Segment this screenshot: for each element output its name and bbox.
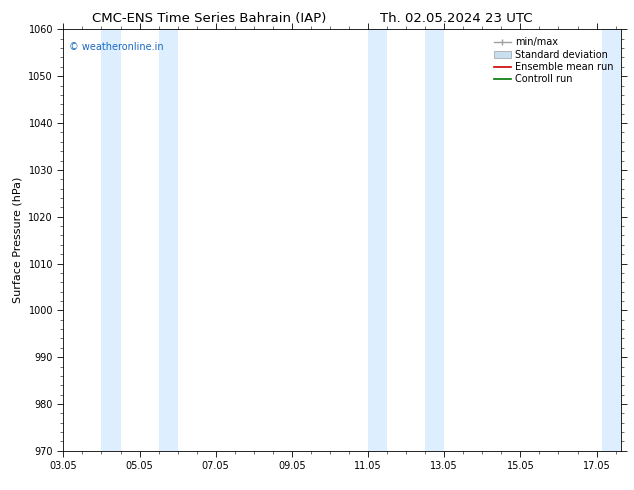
Text: Th. 02.05.2024 23 UTC: Th. 02.05.2024 23 UTC	[380, 12, 533, 25]
Text: CMC-ENS Time Series Bahrain (IAP): CMC-ENS Time Series Bahrain (IAP)	[92, 12, 327, 25]
Legend: min/max, Standard deviation, Ensemble mean run, Controll run: min/max, Standard deviation, Ensemble me…	[491, 34, 616, 87]
Text: © weatheronline.in: © weatheronline.in	[69, 42, 164, 52]
Bar	[602, 29, 621, 451]
Bar	[368, 29, 387, 451]
Bar	[101, 29, 120, 451]
Bar	[158, 29, 178, 451]
Y-axis label: Surface Pressure (hPa): Surface Pressure (hPa)	[13, 177, 23, 303]
Bar	[425, 29, 444, 451]
